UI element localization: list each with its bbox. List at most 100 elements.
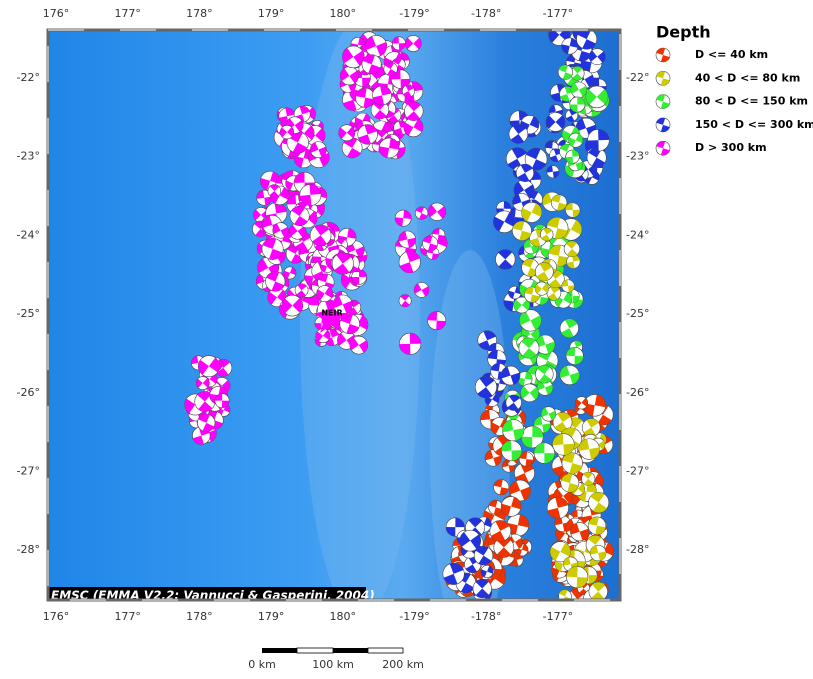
focal-quadrant	[569, 96, 585, 113]
focal-quadrant	[513, 181, 535, 199]
focal-quadrant	[656, 94, 670, 109]
focal-quadrant	[550, 542, 571, 561]
focal-quadrant	[585, 89, 608, 105]
focal-quadrant	[559, 589, 571, 600]
focal-quadrant	[558, 65, 573, 80]
top-tick-label: 177°	[114, 7, 141, 20]
focal-quadrant	[566, 109, 578, 122]
focal-quadrant	[566, 566, 588, 588]
bottom-tick-label: -177°	[543, 610, 573, 623]
focal-quadrant	[395, 210, 412, 227]
top-tick-label: -177°	[543, 7, 573, 20]
focal-quadrant	[535, 283, 549, 294]
focal-quadrant	[342, 47, 365, 66]
focal-quadrant	[577, 30, 596, 50]
bottom-tick-label: -178°	[471, 610, 501, 623]
focal-quadrant	[299, 184, 321, 206]
focal-quadrant	[289, 224, 306, 238]
top-tick-label: 180°	[330, 7, 357, 20]
focal-quadrant	[521, 426, 544, 448]
focal-quadrant	[296, 283, 307, 297]
focal-quadrant	[591, 582, 606, 600]
focal-quadrant	[294, 232, 312, 252]
focal-quadrant	[343, 137, 361, 158]
focal-quadrant	[415, 206, 428, 220]
focal-quadrant	[310, 142, 327, 158]
focal-quadrant	[406, 101, 421, 121]
focal-quadrant	[256, 190, 272, 206]
focal-quadrant	[507, 147, 527, 170]
focal-quadrant	[323, 328, 340, 346]
focal-quadrant	[548, 286, 560, 301]
focal-quadrant	[391, 69, 410, 89]
focal-quadrant	[428, 204, 446, 219]
focal-quadrant	[510, 124, 526, 144]
focal-quadrant	[485, 393, 500, 406]
right-tick-label: -25°	[626, 307, 649, 320]
focal-quadrant	[578, 438, 600, 460]
focal-quadrant	[372, 85, 392, 105]
focal-quadrant	[509, 480, 531, 501]
focal-quadrant	[566, 347, 584, 365]
legend: D <= 40 km 40 < D <= 80 km 80 < D <= 150 k…	[655, 47, 813, 156]
focal-quadrant	[583, 472, 594, 486]
focal-quadrant	[551, 194, 567, 211]
focal-quadrant	[333, 295, 353, 314]
left-tick-label: -28°	[17, 543, 40, 556]
focal-quadrant	[552, 433, 575, 456]
focal-quadrant	[501, 440, 522, 461]
bottom-tick-label: 179°	[258, 610, 285, 623]
left-tick-label: -27°	[17, 465, 40, 478]
focal-quadrant	[562, 126, 580, 142]
focal-quadrant	[217, 404, 231, 416]
focal-quadrant	[477, 376, 495, 398]
focal-quadrant	[521, 338, 537, 359]
legend-label: 80 < D <= 150 km	[695, 95, 808, 108]
focal-quadrant	[515, 544, 529, 556]
focal-quadrant	[568, 133, 583, 147]
scale-segment	[296, 647, 334, 654]
focal-quadrant	[488, 500, 503, 515]
focal-quadrant	[521, 203, 542, 222]
top-tick-label: 179°	[258, 7, 285, 20]
focal-quadrant	[392, 58, 405, 72]
top-tick-label: 178°	[186, 7, 213, 20]
focal-quadrant	[589, 50, 606, 63]
top-tick-label: 176°	[43, 7, 70, 20]
focal-quadrant	[475, 579, 489, 598]
focal-quadrant	[524, 286, 540, 303]
focal-quadrant	[405, 37, 422, 50]
focal-quadrant	[561, 319, 578, 338]
focal-quadrant	[519, 451, 534, 467]
focal-quadrant	[279, 107, 295, 125]
legend-title: Depth	[656, 23, 711, 42]
bottom-tick-label: 176°	[43, 610, 70, 623]
focal-quadrant	[583, 394, 606, 416]
focal-quadrant	[562, 452, 583, 474]
focal-quadrant	[365, 36, 387, 56]
bottom-tick-label: 177°	[114, 610, 141, 623]
focal-quadrant	[312, 224, 330, 246]
focal-quadrant	[198, 413, 215, 432]
focal-quadrant	[656, 71, 670, 86]
focal-quadrant	[496, 537, 511, 558]
legend-label: D > 300 km	[695, 141, 767, 154]
focal-quadrant	[400, 294, 410, 307]
focal-quadrant	[576, 481, 597, 502]
focal-quadrant	[373, 101, 387, 119]
scale-label: 200 km	[382, 658, 424, 671]
focal-quadrant	[502, 419, 524, 441]
top-tick-label: -178°	[471, 7, 501, 20]
focal-quadrant	[267, 289, 287, 305]
focal-quadrant	[519, 310, 542, 330]
focal-quadrant	[349, 337, 368, 353]
focal-quadrant	[334, 252, 352, 275]
focal-quadrant	[283, 267, 296, 279]
focal-quadrant	[566, 254, 580, 269]
scale-segment	[367, 647, 404, 654]
focal-quadrant	[522, 258, 539, 277]
focal-quadrant	[403, 118, 423, 136]
focal-quadrant	[523, 239, 539, 254]
focal-quadrant	[422, 235, 438, 252]
focal-quadrant	[554, 292, 572, 307]
